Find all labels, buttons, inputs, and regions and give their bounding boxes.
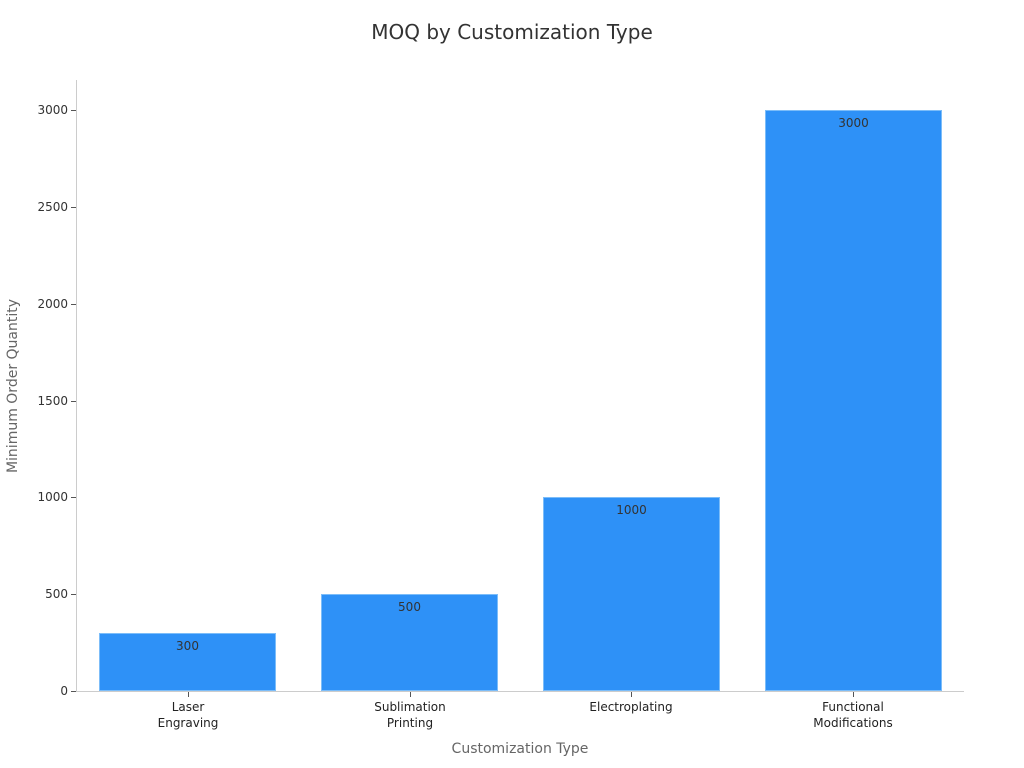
y-tick: 0 [0, 684, 76, 698]
bar-electroplating: 1000 [543, 497, 720, 691]
y-tick-label: 2000 [37, 297, 68, 311]
y-tick: 3000 [0, 103, 76, 117]
x-tick-label: Functional Modifications [813, 700, 893, 730]
chart-title: MOQ by Customization Type [371, 20, 653, 44]
x-axis-title: Customization Type [451, 741, 589, 757]
x-tick: Electroplating [541, 692, 721, 715]
y-tick-label: 500 [45, 587, 68, 601]
x-tick: Functional Modifications [763, 692, 943, 731]
bar-functional-modifications: 3000 [765, 110, 942, 691]
y-tick: 1500 [0, 394, 76, 408]
x-tick: Laser Engraving [98, 692, 278, 731]
y-axis-title: Minimum Order Quantity [5, 298, 21, 474]
y-tick-label: 2500 [37, 200, 68, 214]
bar-value-label: 300 [176, 639, 199, 653]
y-tick: 2000 [0, 297, 76, 311]
x-tick-label: Electroplating [589, 700, 673, 714]
y-tick-label: 3000 [37, 103, 68, 117]
y-tick: 2500 [0, 200, 76, 214]
y-tick: 500 [0, 587, 76, 601]
bar-value-label: 500 [398, 600, 421, 614]
x-tick-label: Laser Engraving [157, 700, 219, 730]
bar-value-label: 1000 [616, 503, 647, 517]
bar-sublimation-printing: 500 [321, 594, 498, 691]
bar-laser-engraving: 300 [99, 633, 276, 691]
x-tick: Sublimation Printing [320, 692, 500, 731]
y-axis-line [76, 80, 77, 692]
y-tick: 1000 [0, 490, 76, 504]
bar-value-label: 3000 [838, 116, 869, 130]
x-axis-line [76, 691, 964, 692]
y-tick-label: 0 [60, 684, 68, 698]
x-tick-label: Sublimation Printing [374, 700, 446, 730]
y-tick-label: 1500 [37, 394, 68, 408]
y-tick-label: 1000 [37, 490, 68, 504]
